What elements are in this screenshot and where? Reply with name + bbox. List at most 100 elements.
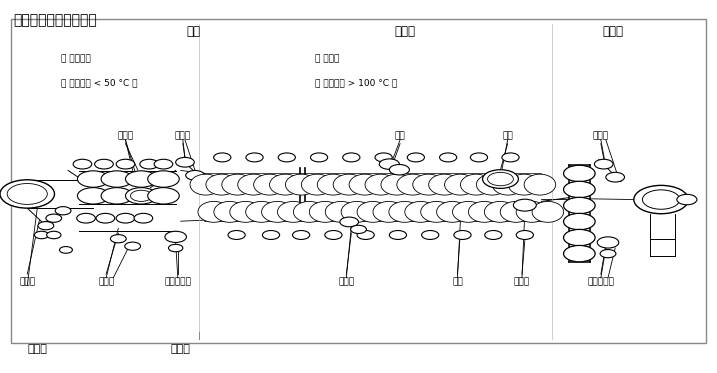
- Circle shape: [125, 171, 157, 187]
- Ellipse shape: [206, 174, 237, 195]
- Circle shape: [564, 165, 595, 182]
- Circle shape: [351, 225, 366, 233]
- Circle shape: [389, 164, 409, 175]
- Circle shape: [564, 213, 595, 230]
- Circle shape: [343, 153, 360, 162]
- Text: 挠度补偿辊: 挠度补偿辊: [164, 277, 191, 286]
- Text: 成型部: 成型部: [27, 344, 47, 354]
- Circle shape: [564, 197, 595, 214]
- Text: 抽吸辊: 抽吸辊: [118, 132, 133, 141]
- Ellipse shape: [476, 174, 508, 195]
- Circle shape: [73, 159, 92, 169]
- Circle shape: [440, 153, 457, 162]
- Ellipse shape: [285, 174, 317, 195]
- Circle shape: [0, 180, 54, 208]
- Circle shape: [502, 153, 519, 162]
- Circle shape: [125, 188, 157, 204]
- Ellipse shape: [309, 201, 341, 222]
- Ellipse shape: [198, 201, 229, 222]
- Circle shape: [485, 231, 502, 239]
- Text: 完成部: 完成部: [602, 25, 624, 38]
- Circle shape: [186, 170, 204, 180]
- Circle shape: [77, 171, 109, 187]
- Ellipse shape: [468, 201, 500, 222]
- Ellipse shape: [326, 201, 357, 222]
- Circle shape: [357, 231, 374, 239]
- Ellipse shape: [452, 201, 484, 222]
- Circle shape: [214, 153, 231, 162]
- Circle shape: [470, 153, 488, 162]
- Circle shape: [116, 159, 135, 169]
- Circle shape: [375, 153, 392, 162]
- Text: 舒展辊: 舒展辊: [175, 132, 191, 141]
- Circle shape: [594, 159, 613, 169]
- Circle shape: [293, 231, 310, 239]
- Circle shape: [422, 231, 439, 239]
- Text: 一条现代化纸机生产线: 一条现代化纸机生产线: [13, 13, 97, 27]
- Circle shape: [140, 159, 158, 169]
- Ellipse shape: [373, 201, 404, 222]
- Circle shape: [634, 185, 688, 214]
- Ellipse shape: [508, 174, 540, 195]
- Circle shape: [246, 153, 263, 162]
- Ellipse shape: [229, 201, 261, 222]
- Circle shape: [600, 250, 616, 258]
- Ellipse shape: [246, 201, 277, 222]
- Ellipse shape: [365, 174, 397, 195]
- Circle shape: [101, 171, 133, 187]
- Circle shape: [148, 171, 179, 187]
- Ellipse shape: [493, 174, 524, 195]
- Circle shape: [564, 229, 595, 246]
- Ellipse shape: [214, 201, 245, 222]
- Circle shape: [38, 222, 54, 230]
- Text: （ 大量的水: （ 大量的水: [61, 54, 90, 63]
- Circle shape: [516, 231, 533, 239]
- Ellipse shape: [357, 201, 389, 222]
- Text: 烘缸: 烘缸: [452, 277, 462, 286]
- Circle shape: [340, 217, 358, 227]
- Text: 成型辊: 成型辊: [19, 277, 35, 286]
- Circle shape: [483, 170, 518, 188]
- Ellipse shape: [318, 174, 349, 195]
- Circle shape: [60, 247, 72, 253]
- Ellipse shape: [222, 174, 253, 195]
- Circle shape: [564, 181, 595, 198]
- Circle shape: [134, 213, 153, 223]
- Circle shape: [77, 213, 95, 223]
- Text: 挠度补偿辊: 挠度补偿辊: [587, 277, 614, 286]
- Ellipse shape: [293, 201, 325, 222]
- Ellipse shape: [349, 174, 381, 195]
- Circle shape: [55, 207, 71, 215]
- Text: 稳定辊: 稳定辊: [338, 277, 354, 286]
- Ellipse shape: [389, 201, 420, 222]
- Text: 导纸辊: 导纸辊: [514, 277, 530, 286]
- Ellipse shape: [270, 174, 301, 195]
- Circle shape: [278, 153, 295, 162]
- Circle shape: [95, 159, 113, 169]
- Circle shape: [77, 188, 109, 204]
- Circle shape: [101, 188, 133, 204]
- Text: （ 高湿度: （ 高湿度: [315, 54, 340, 63]
- Text: （ 环境温度 < 50 °C ）: （ 环境温度 < 50 °C ）: [61, 78, 138, 87]
- Text: 压榨部: 压榨部: [171, 344, 191, 354]
- Ellipse shape: [445, 174, 476, 195]
- Circle shape: [564, 245, 595, 262]
- Circle shape: [407, 153, 424, 162]
- Ellipse shape: [485, 201, 516, 222]
- Circle shape: [262, 231, 280, 239]
- Circle shape: [116, 213, 135, 223]
- Circle shape: [677, 194, 697, 205]
- Text: 导辊: 导辊: [395, 132, 405, 141]
- Circle shape: [310, 153, 328, 162]
- Circle shape: [228, 231, 245, 239]
- Circle shape: [513, 199, 536, 211]
- Ellipse shape: [437, 201, 468, 222]
- Circle shape: [7, 184, 47, 204]
- Circle shape: [176, 157, 194, 167]
- Circle shape: [379, 159, 399, 169]
- Ellipse shape: [532, 201, 564, 222]
- Text: 舒展辊: 舒展辊: [98, 277, 114, 286]
- Ellipse shape: [460, 174, 492, 195]
- Text: 热辊: 热辊: [503, 132, 513, 141]
- Circle shape: [110, 235, 126, 243]
